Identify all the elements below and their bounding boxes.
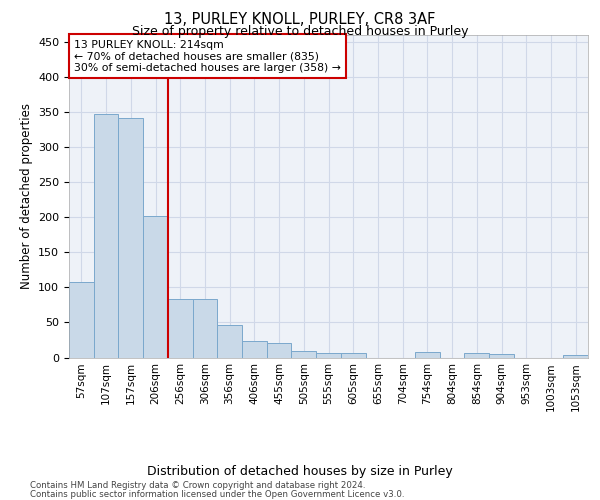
- Bar: [193, 298, 217, 358]
- Bar: [292, 351, 316, 358]
- Bar: [69, 282, 94, 358]
- Bar: [341, 354, 365, 358]
- Y-axis label: Number of detached properties: Number of detached properties: [20, 104, 32, 289]
- Text: Contains HM Land Registry data © Crown copyright and database right 2024.: Contains HM Land Registry data © Crown c…: [30, 481, 365, 490]
- Text: Contains public sector information licensed under the Open Government Licence v3: Contains public sector information licen…: [30, 490, 404, 499]
- Bar: [94, 114, 118, 358]
- Text: 13 PURLEY KNOLL: 214sqm
← 70% of detached houses are smaller (835)
30% of semi-d: 13 PURLEY KNOLL: 214sqm ← 70% of detache…: [74, 40, 341, 73]
- Text: Size of property relative to detached houses in Purley: Size of property relative to detached ho…: [132, 25, 468, 38]
- Bar: [143, 216, 168, 358]
- Bar: [242, 342, 267, 357]
- Bar: [118, 118, 143, 358]
- Bar: [563, 356, 588, 358]
- Bar: [267, 344, 292, 357]
- Bar: [464, 352, 489, 358]
- Bar: [489, 354, 514, 358]
- Text: Distribution of detached houses by size in Purley: Distribution of detached houses by size …: [147, 464, 453, 477]
- Bar: [415, 352, 440, 358]
- Bar: [168, 298, 193, 358]
- Text: 13, PURLEY KNOLL, PURLEY, CR8 3AF: 13, PURLEY KNOLL, PURLEY, CR8 3AF: [164, 12, 436, 28]
- Bar: [217, 325, 242, 358]
- Bar: [316, 354, 341, 358]
